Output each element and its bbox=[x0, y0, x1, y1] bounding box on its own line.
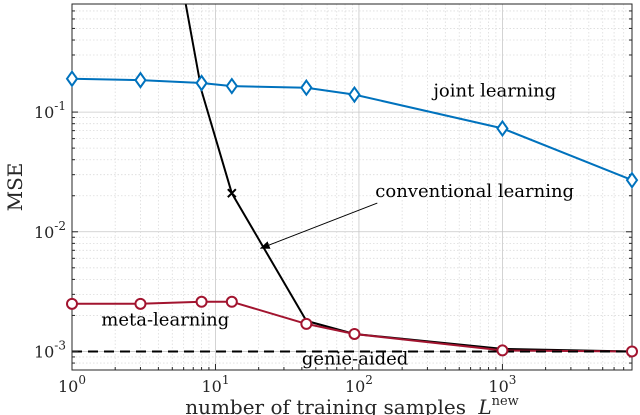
point-meta-learning bbox=[134, 297, 147, 310]
y-tick-base: 10 bbox=[34, 223, 54, 242]
point-joint-learning bbox=[195, 74, 208, 92]
point-meta-learning bbox=[225, 295, 238, 308]
y-tick-base: 10 bbox=[34, 342, 54, 361]
y-tick-label: 10-2 bbox=[34, 219, 66, 242]
x-tick-exponent: 2 bbox=[365, 373, 373, 387]
annotations: joint learning conventional learning meta-… bbox=[101, 80, 574, 369]
x-axis-label-text: number of training samples bbox=[185, 395, 466, 415]
series-line-conventional-learning bbox=[184, 4, 632, 353]
annotation-joint-learning: joint learning bbox=[431, 80, 556, 101]
point-meta-learning bbox=[348, 327, 361, 340]
annotation-conventional-learning: conventional learning bbox=[375, 181, 574, 202]
x-tick-base: 10 bbox=[488, 377, 508, 396]
x-tick-label: 101 bbox=[201, 373, 229, 396]
marker-layer bbox=[65, 70, 639, 358]
x-axis-label-symbol: L bbox=[477, 395, 491, 415]
point-meta-learning bbox=[66, 297, 78, 310]
x-tick-exponent: 1 bbox=[222, 373, 230, 387]
point-joint-learning bbox=[300, 78, 313, 97]
annotation-meta-learning: meta-learning bbox=[101, 309, 229, 330]
y-tick-label: 10-1 bbox=[34, 99, 66, 122]
point-joint-learning bbox=[625, 171, 639, 189]
x-axis-label-superscript: new bbox=[492, 394, 519, 409]
point-meta-learning bbox=[300, 317, 313, 330]
x-tick-label: 100 bbox=[58, 373, 86, 396]
y-tick-exponent: -2 bbox=[54, 219, 66, 233]
point-joint-learning bbox=[348, 85, 361, 104]
x-axis-label: number of training samples Lnew bbox=[185, 394, 519, 415]
x-tick-label: 102 bbox=[345, 373, 373, 396]
y-axis-label: MSE bbox=[3, 163, 27, 212]
annotation-arrow bbox=[259, 202, 378, 249]
x-tick-exponent: 3 bbox=[509, 373, 517, 387]
x-tick-label: 103 bbox=[488, 373, 516, 396]
x-tick-base: 10 bbox=[345, 377, 365, 396]
point-meta-learning bbox=[496, 344, 509, 357]
point-conventional-learning bbox=[227, 188, 237, 198]
y-tick-label: 10-3 bbox=[34, 338, 66, 361]
annotation-genie-aided: genie-aided bbox=[302, 348, 408, 369]
point-meta-learning bbox=[195, 295, 208, 308]
point-meta-learning bbox=[626, 345, 638, 358]
point-joint-learning bbox=[134, 71, 147, 89]
x-tick-base: 10 bbox=[58, 377, 78, 396]
x-tick-exponent: 0 bbox=[78, 373, 86, 387]
y-tick-exponent: -1 bbox=[54, 99, 66, 113]
y-tick-exponent: -3 bbox=[54, 338, 66, 352]
series-line-joint-learning bbox=[72, 77, 632, 182]
point-joint-learning bbox=[65, 70, 79, 88]
point-joint-learning bbox=[225, 77, 239, 95]
series-line-meta-learning bbox=[72, 300, 632, 353]
x-axis-ticks: 100 101 102 103 bbox=[58, 364, 633, 396]
y-tick-base: 10 bbox=[34, 103, 54, 122]
y-axis-ticks: 10-310-210-1 bbox=[34, 3, 632, 371]
x-tick-base: 10 bbox=[201, 377, 221, 396]
point-joint-learning bbox=[496, 119, 509, 138]
